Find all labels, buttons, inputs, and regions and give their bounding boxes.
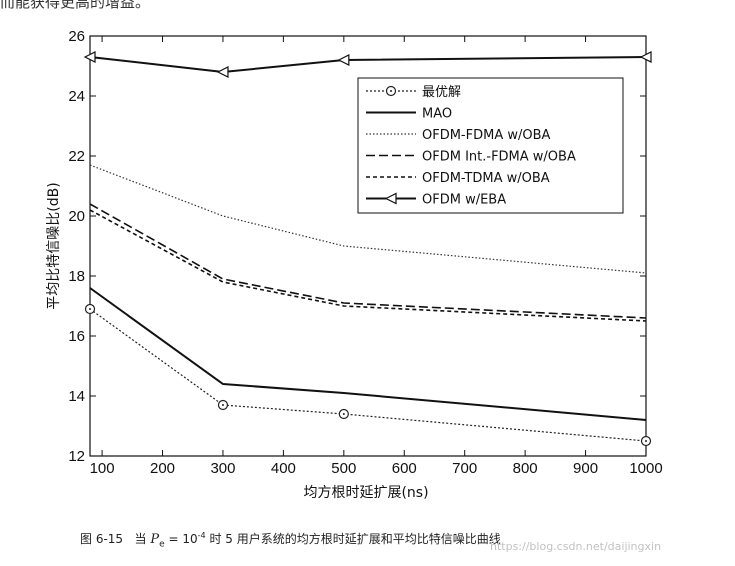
x-tick-label: 700 (452, 460, 477, 477)
series-1 (89, 287, 647, 421)
caption-eq: = 10 (168, 532, 198, 546)
caption-exp: -4 (197, 531, 206, 540)
x-tick-label: 900 (573, 460, 598, 477)
y-tick-label: 14 (68, 388, 85, 405)
triangle-marker (83, 51, 96, 63)
circle-marker-dot (89, 308, 91, 310)
legend-item-5: OFDM w/EBA (366, 193, 506, 208)
y-tick-label: 24 (68, 88, 85, 105)
caption-rest: 时 5 用户系统的均方根时延扩展和平均比特信噪比曲线 (209, 532, 501, 546)
series-line (89, 164, 647, 274)
triangle-marker (337, 54, 350, 66)
y-tick-label: 16 (68, 328, 85, 345)
legend-item-3: OFDM Int.-FDMA w/OBA (366, 150, 576, 165)
legend-label: OFDM Int.-FDMA w/OBA (422, 150, 576, 165)
caption-figure-label: 图 6-15 (80, 532, 124, 546)
legend-box (357, 77, 624, 214)
triangle-marker (384, 192, 397, 205)
legend-item-2: OFDM-FDMA w/OBA (366, 128, 551, 143)
series-line (89, 287, 647, 421)
legend-item-1: MAO (366, 107, 452, 122)
figure-caption: 图 6-15 当 Pe = 10-4 时 5 用户系统的均方根时延扩展和平均比特… (80, 530, 501, 549)
circle-marker-dot (390, 90, 392, 92)
legend: 最优解 MAO OFDM-FDMA w/OBA OFDM Int.-FDMA w/OB… (357, 77, 624, 214)
series-lines (83, 51, 652, 447)
series-3 (89, 203, 647, 319)
circle-marker-dot (221, 404, 224, 406)
legend-label: OFDM-FDMA w/OBA (422, 128, 551, 143)
legend-label: OFDM-TDMA w/OBA (422, 171, 550, 186)
triangle-marker (639, 51, 652, 63)
series-line (89, 203, 647, 319)
y-tick-label: 18 (68, 268, 85, 285)
x-tick-label: 1000 (629, 460, 662, 477)
caption-pe-symbol: P (150, 532, 160, 547)
watermark: https://blog.csdn.net/daijingxin (490, 540, 662, 553)
y-axis-title: 平均比特信噪比(dB) (46, 182, 62, 309)
axes: 100 200 300 400 500 600 700 800 900 1000 12 14 16 18 2… (68, 28, 662, 477)
series-5 (83, 51, 652, 78)
triangle-marker (216, 66, 229, 78)
line-chart: 100 200 300 400 500 600 700 800 900 1000 12 14 16 18 2… (46, 28, 663, 501)
circle-marker-dot (645, 440, 647, 442)
top-text: 而能获得更高的增益。 (0, 0, 151, 11)
x-tick-label: 300 (210, 460, 235, 477)
caption-pe-sub: e (159, 539, 165, 550)
x-tick-label: 800 (513, 460, 538, 477)
series-line (89, 308, 647, 442)
x-tick-label: 600 (392, 460, 417, 477)
y-tick-label: 26 (68, 28, 85, 45)
series-2 (89, 164, 647, 274)
x-tick-label: 200 (150, 460, 175, 477)
x-tick-label: 500 (331, 460, 356, 477)
plot-frame (89, 35, 647, 457)
y-tick-label: 20 (68, 208, 85, 225)
legend-item-0: 最优解 (366, 85, 461, 100)
x-tick-label: 100 (90, 460, 115, 477)
legend-item-4: OFDM-TDMA w/OBA (366, 171, 550, 186)
y-tick-label: 12 (68, 448, 85, 465)
x-tick-label: 400 (271, 460, 296, 477)
series-4 (89, 209, 647, 322)
legend-label: 最优解 (422, 85, 461, 100)
caption-lead: 当 (134, 532, 147, 546)
legend-label: MAO (422, 107, 452, 122)
series-line (89, 209, 647, 322)
series-line (89, 56, 647, 73)
series-0 (84, 303, 652, 447)
legend-label: OFDM w/EBA (422, 193, 506, 208)
circle-marker-dot (342, 413, 345, 415)
x-axis-title: 均方根时延扩展(ns) (303, 485, 428, 501)
y-tick-label: 22 (68, 148, 85, 165)
